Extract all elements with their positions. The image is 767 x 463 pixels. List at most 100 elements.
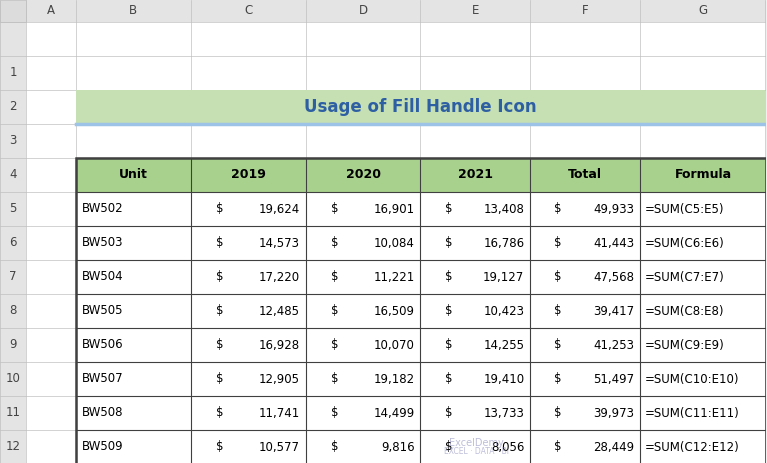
Text: 12,905: 12,905 — [258, 373, 300, 386]
Text: 5: 5 — [9, 202, 17, 215]
Text: 9: 9 — [9, 338, 17, 351]
Bar — [0, 22, 26, 463]
Text: =SUM(C6:E6): =SUM(C6:E6) — [645, 237, 725, 250]
Text: B: B — [130, 5, 137, 18]
Text: $: $ — [555, 407, 562, 419]
Text: $: $ — [445, 373, 452, 386]
Text: $: $ — [445, 338, 452, 351]
Text: $: $ — [555, 373, 562, 386]
Bar — [0, 0, 766, 22]
Text: 19,127: 19,127 — [483, 270, 525, 283]
Text: $: $ — [445, 407, 452, 419]
Text: BW508: BW508 — [82, 407, 123, 419]
Text: $: $ — [555, 237, 562, 250]
Text: $: $ — [445, 440, 452, 453]
Text: $: $ — [216, 202, 223, 215]
Text: =SUM(C10:E10): =SUM(C10:E10) — [645, 373, 739, 386]
Text: $: $ — [331, 237, 338, 250]
Bar — [76, 158, 766, 463]
Text: 47,568: 47,568 — [593, 270, 634, 283]
Text: 28,449: 28,449 — [593, 440, 634, 453]
Text: BW504: BW504 — [82, 270, 123, 283]
Text: 2020: 2020 — [346, 169, 380, 181]
Text: =SUM(C5:E5): =SUM(C5:E5) — [645, 202, 725, 215]
Text: =SUM(C11:E11): =SUM(C11:E11) — [645, 407, 740, 419]
Text: Formula: Formula — [674, 169, 732, 181]
Text: 19,624: 19,624 — [258, 202, 300, 215]
Text: $: $ — [216, 270, 223, 283]
Text: $: $ — [555, 305, 562, 318]
Text: 14,499: 14,499 — [374, 407, 414, 419]
Text: BW507: BW507 — [82, 373, 123, 386]
Text: 2019: 2019 — [231, 169, 265, 181]
Text: $: $ — [555, 202, 562, 215]
Bar — [76, 90, 765, 124]
Text: $: $ — [445, 270, 452, 283]
Text: 41,253: 41,253 — [593, 338, 634, 351]
Text: $: $ — [445, 237, 452, 250]
Text: $: $ — [331, 270, 338, 283]
Text: EXCEL · DATA · BI: EXCEL · DATA · BI — [443, 448, 509, 457]
Text: 13,408: 13,408 — [483, 202, 525, 215]
Text: D: D — [358, 5, 367, 18]
Text: 12: 12 — [5, 440, 21, 453]
Text: 11: 11 — [5, 407, 21, 419]
Text: 1: 1 — [9, 67, 17, 80]
Text: Unit: Unit — [119, 169, 148, 181]
Text: $: $ — [331, 440, 338, 453]
Text: $: $ — [216, 237, 223, 250]
Text: 16,928: 16,928 — [258, 338, 300, 351]
Text: 10,084: 10,084 — [374, 237, 414, 250]
Text: 3: 3 — [9, 134, 17, 148]
Text: $: $ — [331, 373, 338, 386]
Text: G: G — [699, 5, 708, 18]
Text: 10,423: 10,423 — [483, 305, 525, 318]
Text: $: $ — [331, 305, 338, 318]
Text: $: $ — [216, 440, 223, 453]
Text: 14,573: 14,573 — [258, 237, 300, 250]
Text: $: $ — [216, 338, 223, 351]
Text: A: A — [47, 5, 55, 18]
Text: $: $ — [445, 202, 452, 215]
Text: BW506: BW506 — [82, 338, 123, 351]
Text: 4: 4 — [9, 169, 17, 181]
Text: BW505: BW505 — [82, 305, 123, 318]
Text: ExcelDemy: ExcelDemy — [449, 438, 504, 448]
Text: C: C — [244, 5, 252, 18]
Text: $: $ — [216, 305, 223, 318]
Text: 11,221: 11,221 — [374, 270, 414, 283]
Text: 6: 6 — [9, 237, 17, 250]
Text: 11,741: 11,741 — [258, 407, 300, 419]
Text: BW503: BW503 — [82, 237, 123, 250]
Text: 19,182: 19,182 — [374, 373, 414, 386]
Text: =SUM(C12:E12): =SUM(C12:E12) — [645, 440, 740, 453]
Text: 39,417: 39,417 — [593, 305, 634, 318]
Text: 17,220: 17,220 — [258, 270, 300, 283]
Text: 7: 7 — [9, 270, 17, 283]
Text: $: $ — [216, 407, 223, 419]
Text: 9,816: 9,816 — [381, 440, 414, 453]
Text: Total: Total — [568, 169, 602, 181]
Text: 10,070: 10,070 — [374, 338, 414, 351]
Text: $: $ — [331, 407, 338, 419]
Text: 2: 2 — [9, 100, 17, 113]
Text: 51,497: 51,497 — [593, 373, 634, 386]
Bar — [0, 0, 26, 22]
Text: 10,577: 10,577 — [258, 440, 300, 453]
Text: BW502: BW502 — [82, 202, 123, 215]
Text: =SUM(C9:E9): =SUM(C9:E9) — [645, 338, 725, 351]
Text: 41,443: 41,443 — [593, 237, 634, 250]
Text: 16,786: 16,786 — [483, 237, 525, 250]
Text: 49,933: 49,933 — [593, 202, 634, 215]
Text: BW509: BW509 — [82, 440, 123, 453]
Text: 12,485: 12,485 — [258, 305, 300, 318]
Text: $: $ — [555, 338, 562, 351]
Text: $: $ — [555, 270, 562, 283]
Text: $: $ — [331, 202, 338, 215]
Text: F: F — [582, 5, 588, 18]
Text: =SUM(C8:E8): =SUM(C8:E8) — [645, 305, 725, 318]
Text: Usage of Fill Handle Icon: Usage of Fill Handle Icon — [304, 98, 537, 116]
Text: $: $ — [216, 373, 223, 386]
Text: 8: 8 — [9, 305, 17, 318]
Text: 13,733: 13,733 — [483, 407, 525, 419]
